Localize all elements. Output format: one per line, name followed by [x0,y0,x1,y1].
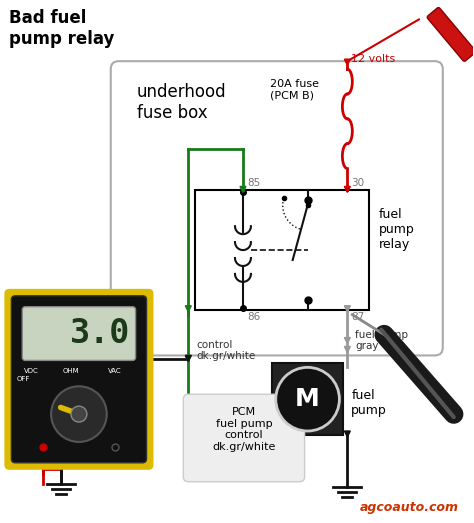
Text: fuel
pump
relay: fuel pump relay [379,208,415,252]
Text: underhood
fuse box: underhood fuse box [137,83,226,122]
Text: 3.0: 3.0 [70,317,131,350]
Polygon shape [345,306,350,312]
FancyBboxPatch shape [4,289,154,470]
Text: M: M [295,387,320,411]
Polygon shape [185,356,191,361]
Text: fuel pump
gray: fuel pump gray [356,329,408,351]
Text: OHM: OHM [63,368,79,374]
Polygon shape [240,186,246,192]
Polygon shape [185,306,191,312]
Text: OFF: OFF [17,377,30,382]
Text: 87: 87 [351,312,365,322]
Polygon shape [185,356,191,361]
Polygon shape [345,431,350,437]
Bar [195,190,369,310]
FancyBboxPatch shape [427,7,474,61]
Polygon shape [345,59,350,65]
Text: fuel
pump: fuel pump [351,389,387,417]
Text: VAC: VAC [108,368,121,374]
Circle shape [51,386,107,442]
Polygon shape [345,347,350,353]
Text: 30: 30 [351,178,365,188]
Polygon shape [345,337,350,344]
FancyBboxPatch shape [11,296,146,463]
Text: 20A fuse
(PCM B): 20A fuse (PCM B) [270,79,319,100]
Bar [272,363,343,435]
FancyBboxPatch shape [22,306,136,360]
Circle shape [276,367,339,431]
Text: PCM
fuel pump
control
dk.gr/white: PCM fuel pump control dk.gr/white [212,407,276,452]
Text: 12 volts: 12 volts [351,54,396,64]
Text: Bad fuel
pump relay: Bad fuel pump relay [9,9,115,48]
Text: VDC: VDC [24,368,38,374]
FancyBboxPatch shape [111,61,443,356]
Circle shape [71,406,87,422]
Polygon shape [185,395,191,401]
Text: 85: 85 [247,178,260,188]
Text: control
dk.gr/white: control dk.gr/white [196,339,255,361]
Polygon shape [31,357,37,362]
Text: 86: 86 [247,312,260,322]
Text: agcoauto.com: agcoauto.com [360,501,459,514]
Polygon shape [345,186,350,192]
FancyBboxPatch shape [183,394,305,482]
